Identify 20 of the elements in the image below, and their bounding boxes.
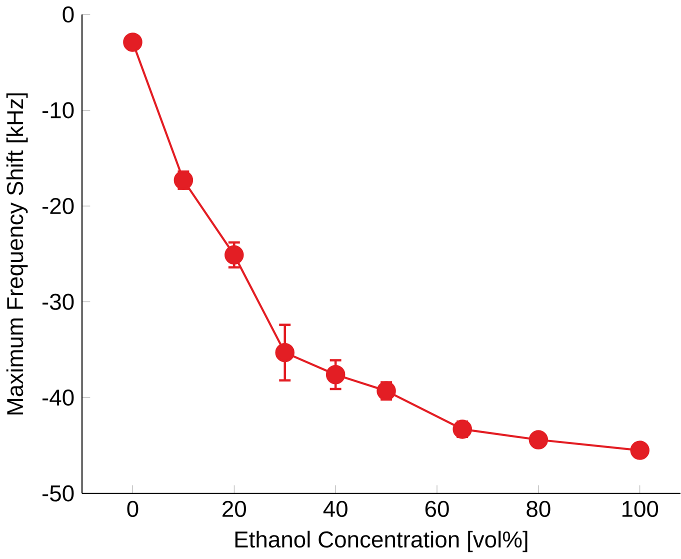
y-tick-label: 0 bbox=[62, 6, 74, 23]
point bbox=[528, 430, 548, 450]
y-tick-label: -20 bbox=[42, 198, 74, 214]
x-tick-label: 100 bbox=[622, 501, 658, 518]
x-tick-label: 60 bbox=[425, 501, 449, 518]
point bbox=[326, 365, 346, 384]
y-tick-label: -30 bbox=[42, 294, 74, 310]
y-axis-title: Maximum Frequency Shift [kHz] bbox=[6, 94, 28, 415]
point bbox=[123, 32, 142, 52]
x-axis-title: Ethanol Concentration [vol%] bbox=[235, 531, 528, 552]
x-tick-label: 0 bbox=[127, 501, 138, 518]
y-tick-label: -50 bbox=[42, 486, 74, 502]
point bbox=[630, 440, 650, 460]
point bbox=[224, 245, 244, 265]
y-tick-label: -40 bbox=[42, 390, 74, 406]
x-tick-label: 80 bbox=[526, 501, 550, 518]
x-tick-label: 40 bbox=[323, 501, 348, 518]
point bbox=[275, 343, 295, 362]
x-tick-label: 20 bbox=[222, 501, 246, 518]
y-tick-label: -10 bbox=[42, 102, 74, 119]
